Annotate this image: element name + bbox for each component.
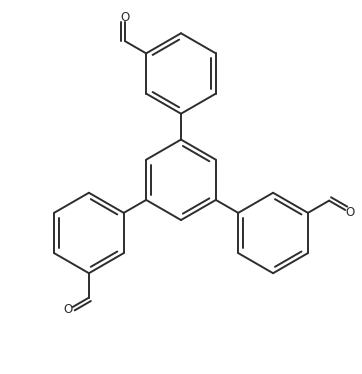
Text: O: O [121, 10, 130, 24]
Text: O: O [345, 206, 355, 219]
Text: O: O [63, 303, 73, 316]
